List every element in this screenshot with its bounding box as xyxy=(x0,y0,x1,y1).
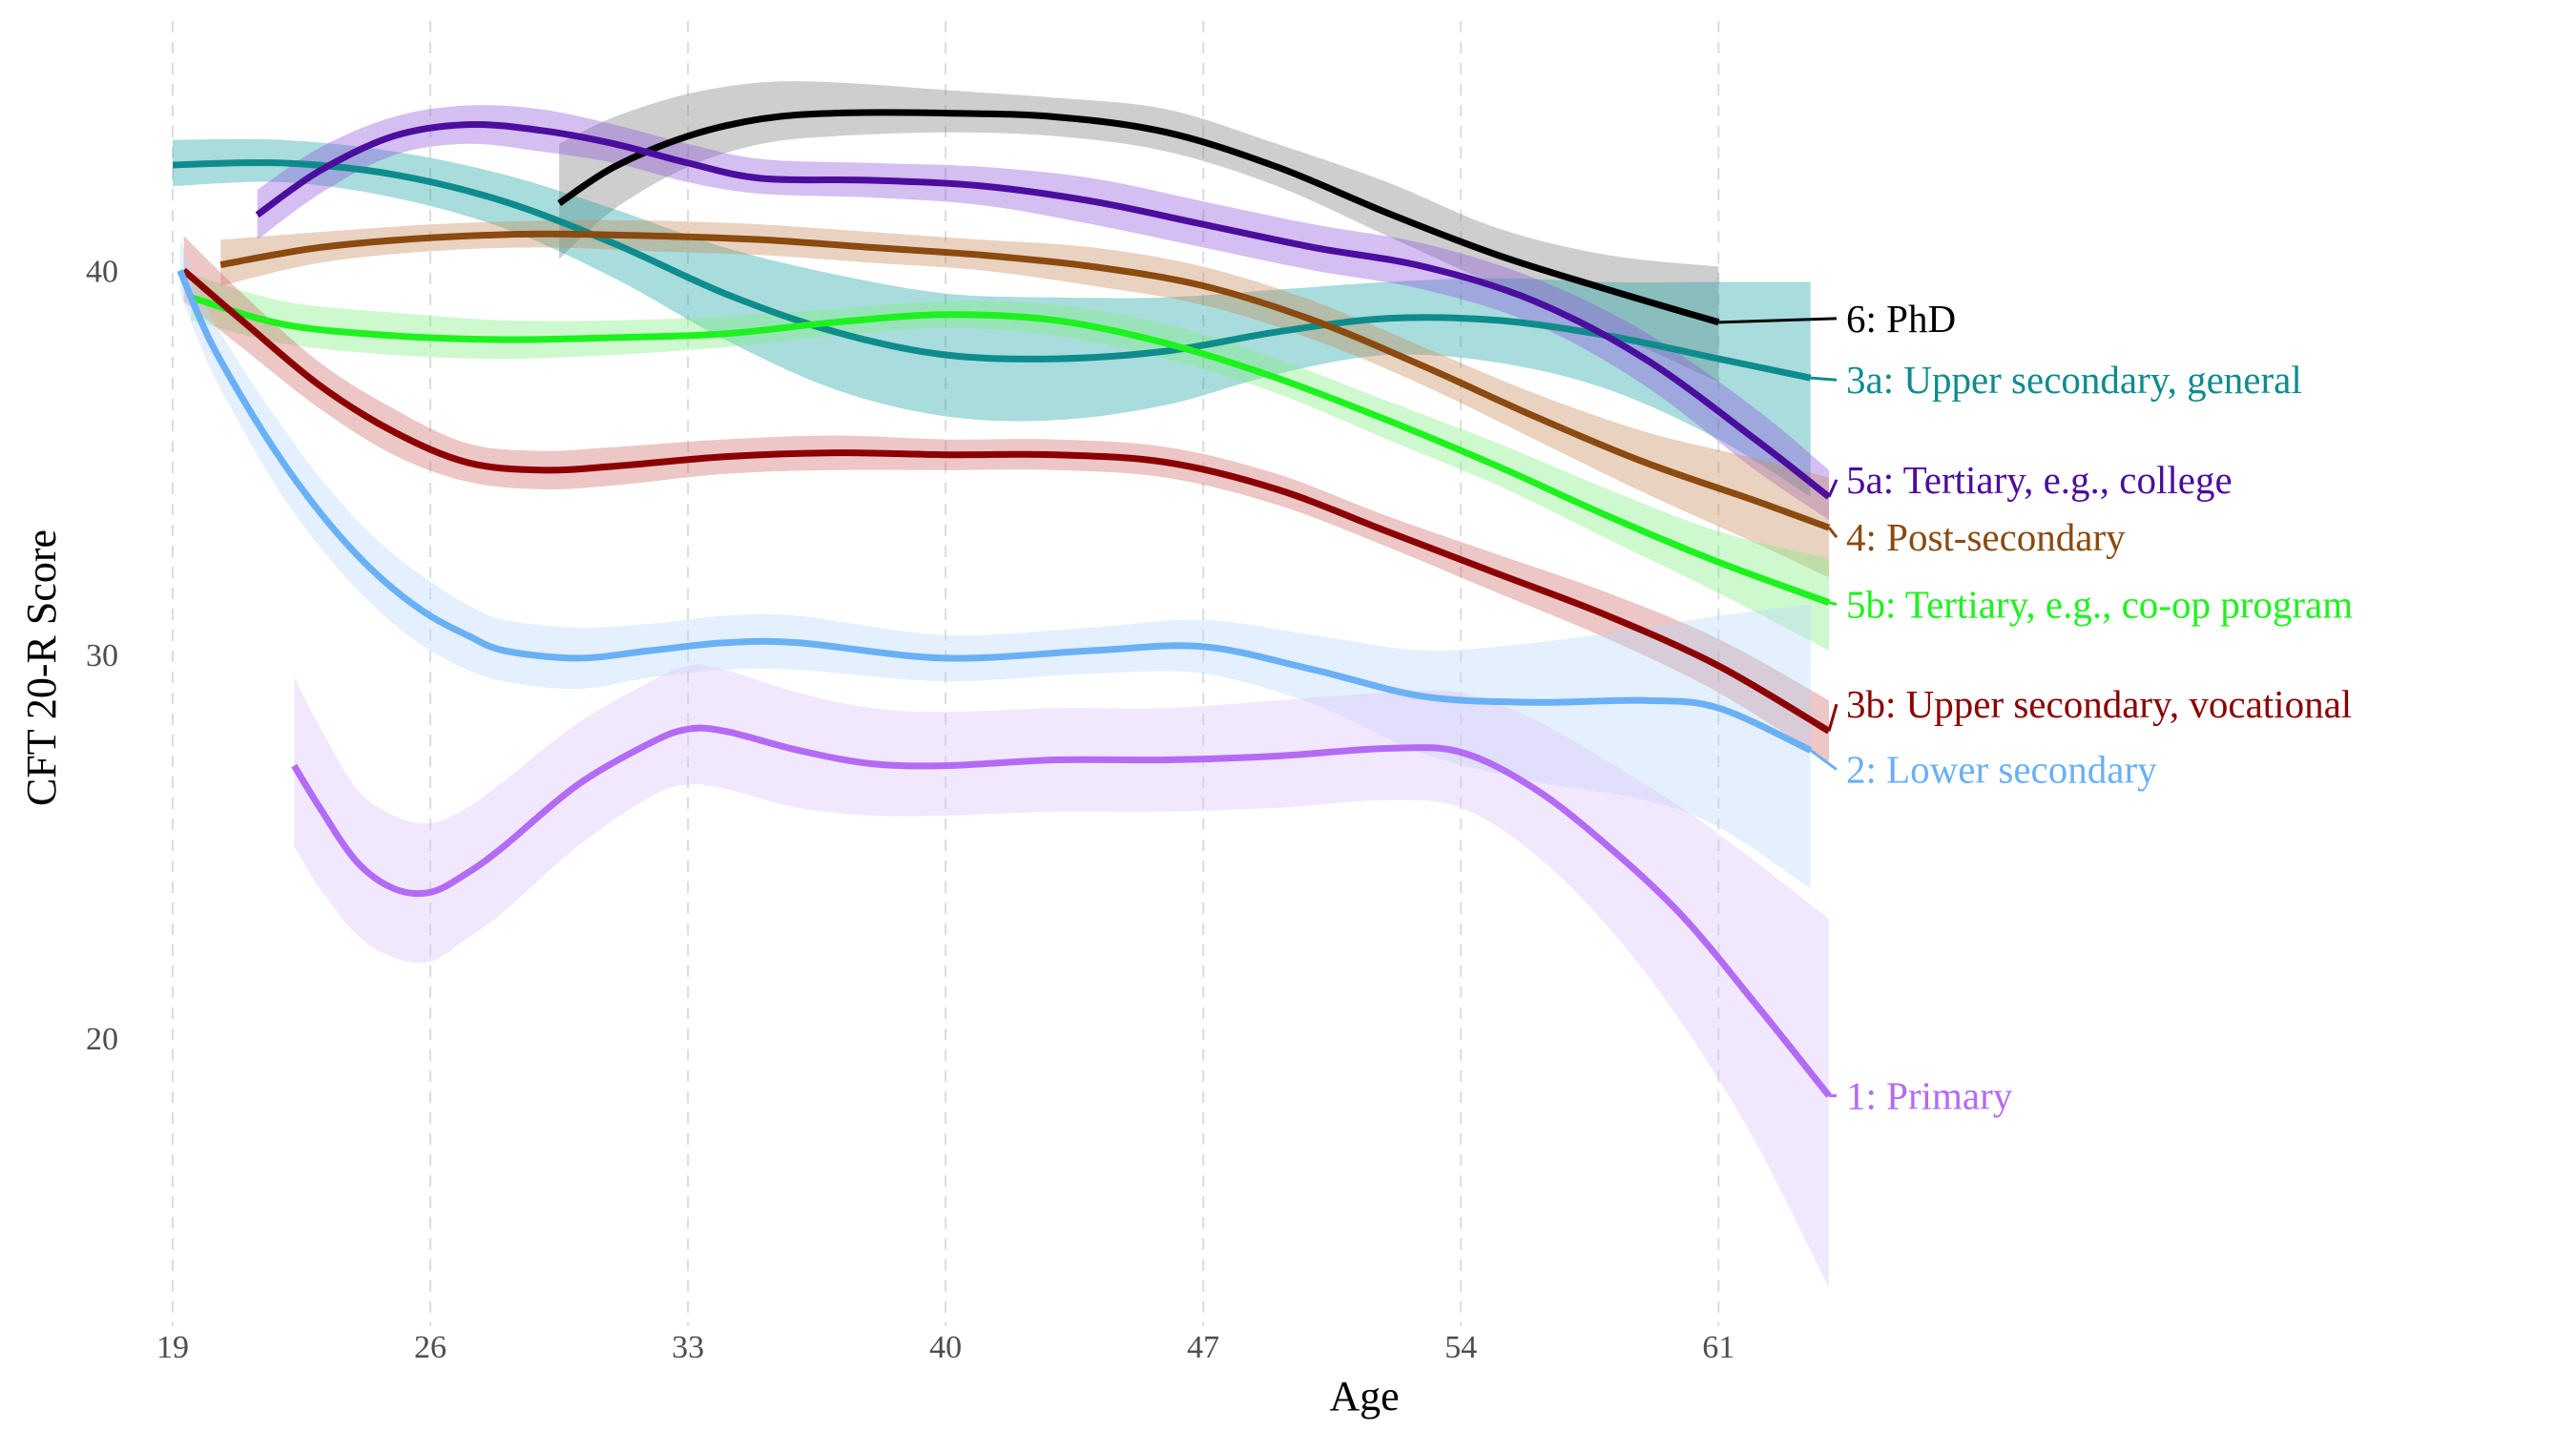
series-label-4-post-secondary: 4: Post-secondary xyxy=(1846,515,2126,559)
series-line-3b-upper-secondary-vocational xyxy=(181,267,1831,735)
y-tick-label: 40 xyxy=(86,255,118,290)
series-labels: 6: PhD 3a: Upper secondary, general 5a: Te… xyxy=(1846,297,2353,1118)
x-tick-label: 61 xyxy=(1702,1330,1735,1365)
series-line-1-primary xyxy=(291,724,1832,1098)
series-label-6-phd: 6: PhD xyxy=(1846,297,1956,341)
series-line-6-phd xyxy=(557,109,1720,326)
x-axis-title: Age xyxy=(1329,1373,1399,1420)
leader-line-3b-upper-secondary-vocational xyxy=(1827,703,1839,732)
confidence-band-5a-tertiary-e-g-college xyxy=(257,105,1830,521)
series-line-5b-tertiary-e-g-co-op-program xyxy=(190,294,1831,606)
leader-line-5b-tertiary-e-g-co-op-program xyxy=(1828,601,1838,607)
series-label-1-primary: 1: Primary xyxy=(1846,1074,2013,1118)
confidence-band-6-phd xyxy=(559,81,1719,383)
y-tick-label: 20 xyxy=(86,1022,118,1057)
y-axis-ticks: 20 30 40 xyxy=(86,255,118,1058)
confidence-bands xyxy=(173,81,1830,1288)
series-label-5a-tertiary-e-g-college: 5a: Tertiary, e.g., college xyxy=(1846,458,2233,502)
leader-line-4-post-secondary xyxy=(1827,527,1839,539)
leader-line-2-lower-secondary xyxy=(1809,749,1838,771)
x-tick-label: 54 xyxy=(1444,1330,1477,1365)
x-tick-label: 47 xyxy=(1187,1330,1219,1365)
series-label-2-lower-secondary: 2: Lower secondary xyxy=(1846,748,2157,792)
leader-line-5a-tertiary-e-g-college xyxy=(1827,479,1839,498)
series-label-3a-upper-secondary-general: 3a: Upper secondary, general xyxy=(1846,358,2302,402)
series-line-3a-upper-secondary-general xyxy=(172,158,1812,382)
confidence-band-1-primary xyxy=(294,665,1829,1288)
x-tick-label: 33 xyxy=(672,1330,704,1365)
label-leader-lines xyxy=(1718,317,1839,1098)
y-tick-label: 30 xyxy=(86,638,118,674)
series-line-4-post-secondary xyxy=(219,230,1831,531)
confidence-band-5b-tertiary-e-g-co-op-program xyxy=(191,274,1829,651)
series-label-3b-upper-secondary-vocational: 3b: Upper secondary, vocational xyxy=(1846,682,2352,726)
x-tick-label: 40 xyxy=(929,1330,962,1365)
leader-line-3a-upper-secondary-general xyxy=(1810,376,1838,382)
confidence-band-4-post-secondary xyxy=(220,219,1830,578)
x-axis-ticks: 19 26 33 40 47 54 61 xyxy=(156,1330,1735,1365)
x-tick-label: 26 xyxy=(414,1330,447,1365)
x-tick-label: 19 xyxy=(156,1330,189,1365)
series-lines xyxy=(172,109,1832,1098)
confidence-band-2-lower-secondary xyxy=(179,239,1811,889)
series-label-5b-tertiary-e-g-co-op-program: 5b: Tertiary, e.g., co-op program xyxy=(1846,583,2353,627)
series-line-2-lower-secondary xyxy=(177,269,1813,754)
leader-line-6-phd xyxy=(1718,317,1838,324)
y-axis-title: CFT 20-R Score xyxy=(18,529,65,806)
series-line-5a-tertiary-e-g-college xyxy=(255,120,1832,500)
